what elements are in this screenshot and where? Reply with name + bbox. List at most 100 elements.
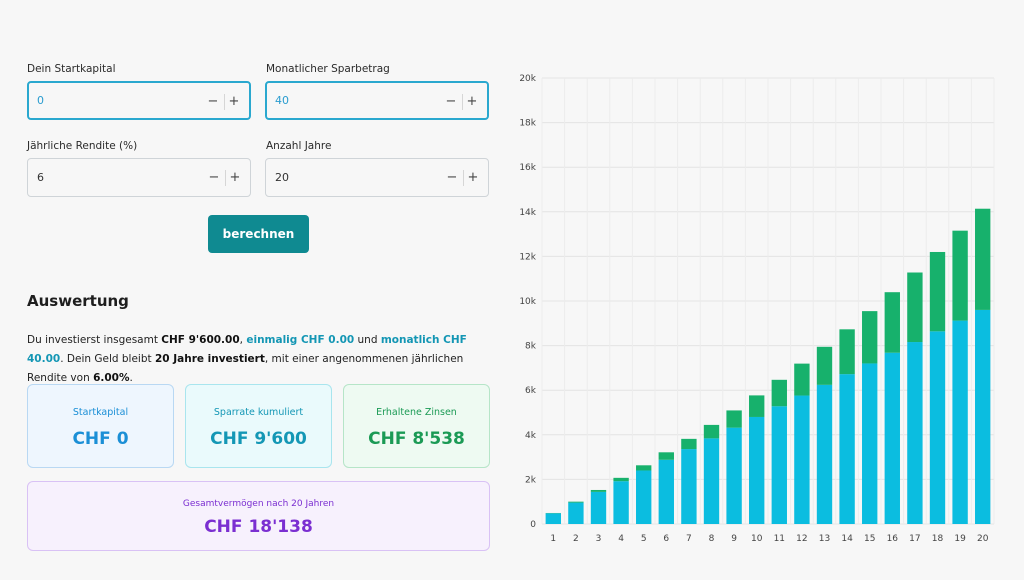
- y-tick-label: 6k: [525, 386, 537, 396]
- monthly-value[interactable]: 40: [275, 94, 289, 107]
- return-label: Jährliche Rendite (%): [27, 140, 138, 152]
- x-tick-label: 19: [954, 534, 966, 544]
- bar-deposits: [884, 352, 900, 524]
- bar-deposits: [726, 427, 742, 524]
- monthly-input[interactable]: 40 − +: [265, 81, 489, 120]
- x-tick-label: 5: [641, 534, 647, 544]
- years-input[interactable]: 20 − +: [265, 158, 489, 197]
- start-capital-label: Dein Startkapital: [27, 63, 116, 75]
- bar-interest: [613, 477, 629, 482]
- bar-deposits: [952, 320, 968, 524]
- years-value[interactable]: 20: [275, 171, 289, 184]
- return-input[interactable]: 6 − +: [27, 158, 251, 197]
- bar-deposits: [839, 374, 855, 524]
- bar-interest: [636, 465, 652, 471]
- x-tick-label: 6: [663, 534, 669, 544]
- return-decrement-button[interactable]: −: [208, 170, 220, 185]
- card-label: Startkapital: [72, 407, 129, 418]
- bar-interest: [929, 251, 946, 332]
- x-tick-label: 11: [774, 534, 785, 544]
- return-value[interactable]: 6: [37, 171, 44, 184]
- bar-interest: [749, 395, 765, 417]
- bar-deposits: [568, 502, 584, 524]
- stepper-divider: [462, 94, 463, 110]
- start-capital-value[interactable]: 0: [37, 94, 44, 107]
- bar-deposits: [862, 363, 878, 524]
- monthly-label: Monatlicher Sparbetrag: [266, 63, 390, 75]
- bar-interest: [590, 489, 607, 492]
- summary-once: einmalig CHF 0.00: [246, 334, 355, 346]
- bar-interest: [952, 230, 968, 321]
- y-tick-label: 12k: [519, 252, 536, 262]
- x-tick-label: 12: [796, 534, 807, 544]
- start-capital-input[interactable]: 0 − +: [27, 81, 251, 120]
- y-tick-label: 4k: [525, 431, 537, 441]
- x-tick-label: 9: [731, 534, 737, 544]
- start-capital-increment-button[interactable]: +: [228, 94, 240, 109]
- summary-total: CHF 9'600.00: [161, 334, 240, 346]
- stepper-divider: [463, 170, 464, 186]
- bar-interest: [816, 346, 833, 385]
- bar-deposits: [816, 384, 833, 524]
- x-tick-label: 8: [709, 534, 715, 544]
- x-tick-label: 13: [819, 534, 830, 544]
- bar-interest: [839, 329, 855, 375]
- x-tick-label: 16: [887, 534, 899, 544]
- card-label: Gesamtvermögen nach 20 Jahren: [182, 499, 335, 509]
- bar-interest: [975, 208, 991, 310]
- years-label: Anzahl Jahre: [266, 140, 332, 152]
- bar-interest: [703, 424, 720, 439]
- x-tick-label: 17: [909, 534, 920, 544]
- bar-interest: [884, 292, 900, 353]
- return-increment-button[interactable]: +: [229, 170, 241, 185]
- results-summary: Du investierst insgesamt CHF 9'600.00, e…: [27, 334, 467, 384]
- x-tick-label: 20: [977, 534, 989, 544]
- y-tick-label: 16k: [519, 163, 536, 173]
- monthly-increment-button[interactable]: +: [466, 94, 478, 109]
- x-tick-label: 7: [686, 534, 692, 544]
- monthly-decrement-button[interactable]: −: [445, 94, 457, 109]
- bar-deposits: [929, 331, 946, 524]
- x-tick-label: 1: [550, 534, 556, 544]
- x-tick-label: 3: [596, 534, 602, 544]
- card-value: CHF 9'600: [210, 429, 307, 449]
- start-capital-decrement-button[interactable]: −: [207, 94, 219, 109]
- results-title: Auswertung: [27, 292, 129, 310]
- bar-deposits: [794, 395, 810, 524]
- y-tick-label: 2k: [525, 475, 537, 485]
- card-value: CHF 0: [72, 429, 129, 449]
- bar-interest: [771, 379, 787, 407]
- summary-years: 20 Jahre investiert: [154, 353, 265, 365]
- savings-card: Sparrate kumuliert CHF 9'600: [185, 384, 332, 468]
- card-value: CHF 8'538: [368, 429, 465, 449]
- y-tick-label: 18k: [519, 119, 536, 129]
- total-card: Gesamtvermögen nach 20 Jahren CHF 18'138: [27, 481, 490, 551]
- bar-interest: [568, 501, 584, 503]
- summary-rate: 6.00%: [93, 372, 130, 384]
- stepper-divider: [224, 94, 225, 110]
- bar-deposits: [636, 470, 652, 524]
- stepper-divider: [225, 170, 226, 186]
- bar-deposits: [975, 309, 991, 524]
- years-increment-button[interactable]: +: [467, 170, 479, 185]
- x-tick-label: 2: [573, 534, 579, 544]
- bar-deposits: [545, 513, 561, 524]
- x-tick-label: 15: [864, 534, 875, 544]
- bar-deposits: [681, 449, 697, 524]
- bar-deposits: [590, 491, 607, 524]
- bar-deposits: [658, 459, 674, 524]
- bar-interest: [907, 272, 923, 343]
- bar-deposits: [749, 416, 765, 524]
- years-decrement-button[interactable]: −: [446, 170, 458, 185]
- x-tick-label: 10: [751, 534, 763, 544]
- calculate-button[interactable]: berechnen: [208, 215, 309, 253]
- bar-interest: [658, 452, 674, 460]
- y-tick-label: 0: [530, 520, 536, 530]
- card-value: CHF 18'138: [204, 517, 313, 537]
- x-tick-label: 14: [841, 534, 853, 544]
- bar-interest: [726, 410, 742, 428]
- start-capital-card: Startkapital CHF 0: [27, 384, 174, 468]
- bar-interest: [862, 311, 878, 364]
- y-tick-label: 10k: [519, 297, 536, 307]
